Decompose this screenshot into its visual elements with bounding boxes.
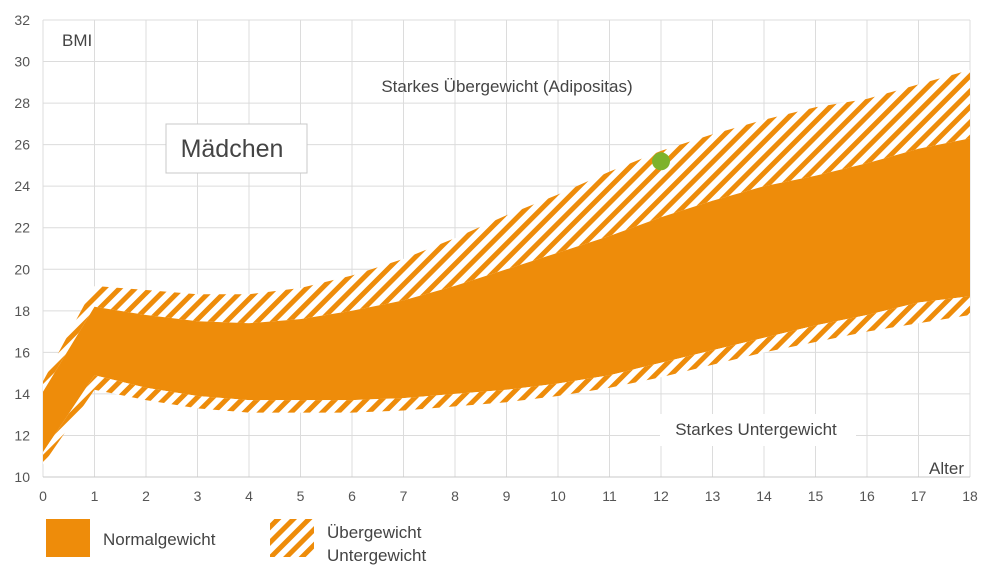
y-tick-label: 28 (14, 95, 30, 111)
bands (43, 69, 970, 465)
band-normalgewicht (43, 138, 970, 453)
x-tick-label: 12 (653, 488, 669, 504)
x-tick-label: 11 (602, 488, 617, 504)
group-label-box (165, 123, 308, 174)
y-tick-label: 26 (14, 137, 30, 153)
y-tick-label: 16 (14, 344, 30, 360)
x-tick-label: 2 (142, 488, 150, 504)
x-tick-label: 14 (756, 488, 772, 504)
y-tick-label: 18 (14, 303, 30, 319)
y-tick-label: 14 (14, 386, 30, 402)
group-label: Mädchen (181, 135, 284, 163)
band-uebergewicht (43, 69, 970, 392)
x-tick-label: 1 (91, 488, 99, 504)
x-axis-title: Alter (929, 459, 964, 478)
x-tick-label: 4 (245, 488, 253, 504)
x-tick-label: 17 (911, 488, 927, 504)
y-tick-label: 20 (14, 261, 30, 277)
y-tick-label: 22 (14, 220, 30, 236)
x-tick-label: 10 (550, 488, 566, 504)
x-tick-label: 15 (808, 488, 824, 504)
y-tick-label: 30 (14, 54, 30, 70)
y-tick-label: 24 (14, 178, 30, 194)
band-untergewicht (43, 296, 970, 465)
y-tick-label: 32 (14, 12, 30, 28)
annotation-untergewicht-background (660, 414, 856, 446)
y-tick-label: 10 (14, 469, 30, 485)
legend-label-normal: Normalgewicht (103, 530, 216, 549)
annotation-untergewicht: Starkes Untergewicht (675, 420, 837, 439)
labels: BMI Alter Starkes Übergewicht (Adiposita… (62, 31, 964, 478)
x-tick-label: 9 (503, 488, 511, 504)
legend: Normalgewicht Übergewicht Untergewicht (46, 519, 426, 565)
legend-label-untergewicht: Untergewicht (327, 546, 426, 565)
y-tick-label: 12 (14, 427, 30, 443)
x-tick-label: 8 (451, 488, 459, 504)
x-tick-label: 18 (962, 488, 978, 504)
markers (652, 152, 670, 171)
y-axis-title: BMI (62, 31, 92, 50)
x-tick-label: 13 (705, 488, 721, 504)
x-tick-label: 3 (194, 488, 202, 504)
x-tick-label: 0 (39, 488, 47, 504)
x-tick-label: 6 (348, 488, 356, 504)
legend-swatch-hatch (270, 519, 314, 557)
legend-swatch-normal (46, 519, 90, 557)
legend-label-uebergewicht: Übergewicht (327, 523, 422, 542)
x-tick-label: 5 (297, 488, 305, 504)
axes: 0 1 2 3 4 5 6 7 8 9 10 11 12 13 14 15 16 17 18101214161820… (14, 12, 978, 504)
x-tick-label: 7 (400, 488, 408, 504)
x-tick-label: 16 (859, 488, 875, 504)
annotation-adipositas: Starkes Übergewicht (Adipositas) (381, 77, 632, 96)
data-point-marker (652, 152, 670, 171)
